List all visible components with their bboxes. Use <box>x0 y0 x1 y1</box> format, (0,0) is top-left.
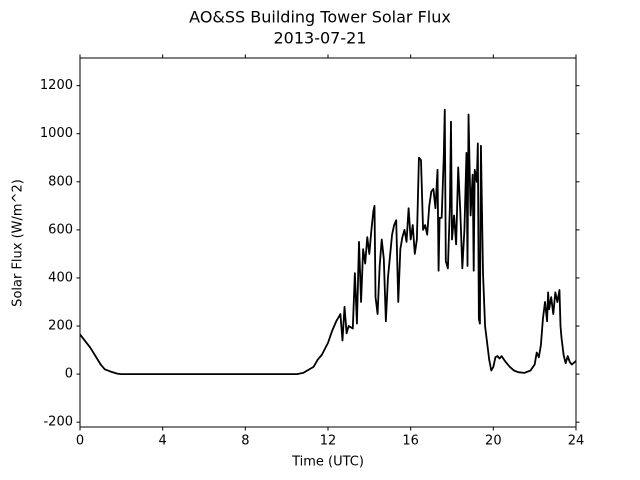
y-tick-label: 400 <box>48 270 73 285</box>
y-tick-label: 0 <box>65 367 73 382</box>
y-tick-label: 600 <box>48 222 73 237</box>
x-axis-label: Time (UTC) <box>291 455 364 470</box>
x-tick-label: 16 <box>402 434 419 449</box>
x-tick-label: 8 <box>241 434 249 449</box>
chart-subtitle: 2013-07-21 <box>274 29 367 48</box>
y-tick-label: 200 <box>48 319 73 334</box>
y-tick-label: 1200 <box>40 78 73 93</box>
y-tick-label: -200 <box>43 415 73 430</box>
x-tick-label: 0 <box>76 434 84 449</box>
x-tick-label: 12 <box>320 434 337 449</box>
x-tick-label: 20 <box>485 434 502 449</box>
y-tick-label: 800 <box>48 174 73 189</box>
y-axis-label: Solar Flux (W/m^2) <box>11 179 26 307</box>
x-tick-label: 4 <box>159 434 167 449</box>
y-tick-label: 1000 <box>40 126 73 141</box>
chart-title: AO&SS Building Tower Solar Flux <box>189 8 451 27</box>
data-line <box>79 108 577 376</box>
plot-frame <box>79 57 577 428</box>
x-tick-label: 24 <box>568 434 585 449</box>
